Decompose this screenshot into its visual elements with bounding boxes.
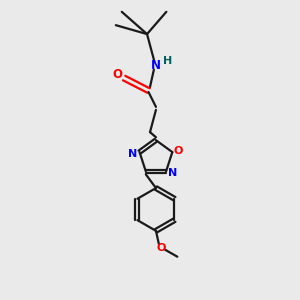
Text: N: N	[168, 168, 177, 178]
Text: N: N	[128, 148, 138, 159]
Text: H: H	[163, 56, 172, 66]
Text: O: O	[112, 68, 123, 81]
Text: O: O	[173, 146, 182, 156]
Text: O: O	[157, 243, 166, 253]
Text: N: N	[151, 59, 161, 72]
